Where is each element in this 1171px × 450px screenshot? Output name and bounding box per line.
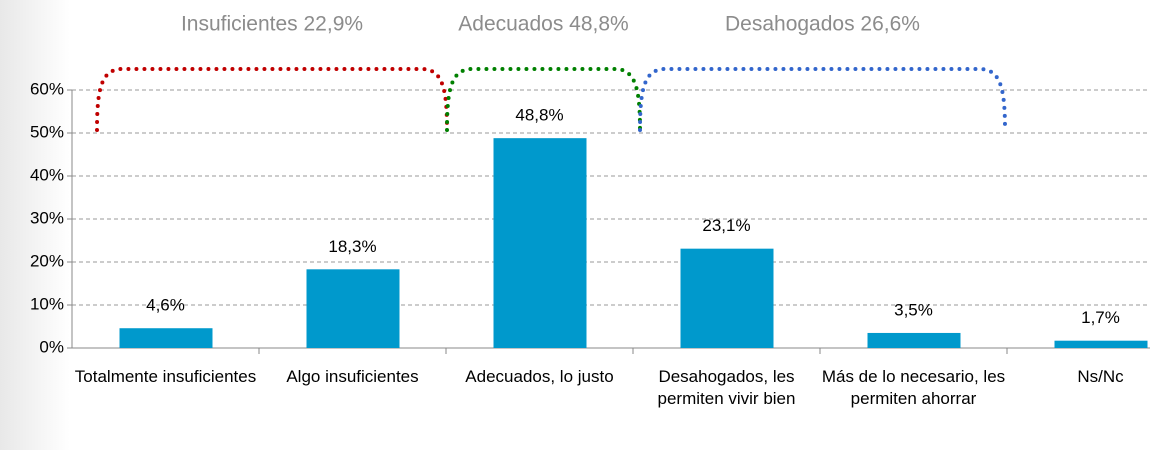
group-label: Desahogados 26,6% (725, 13, 920, 36)
x-tick-label-box: Desahogados, les permiten vivir bien (657, 367, 796, 408)
y-tick-label: 20% (30, 251, 64, 270)
y-tick-label: 50% (30, 122, 64, 141)
value-label: 48,8% (515, 106, 563, 125)
group-label: Adecuados 48,8% (458, 13, 628, 36)
bar (306, 269, 400, 348)
group-bracket (95, 67, 449, 132)
x-tick-label-box: Ns/Nc (1077, 367, 1124, 386)
y-tick-label: 60% (30, 79, 64, 98)
value-label: 3,5% (894, 300, 933, 319)
x-tick-label: Ns/Nc (1077, 367, 1124, 386)
x-tick-label: Desahogados, les permiten vivir bien (657, 367, 796, 408)
x-tick-label-box: Algo insuficientes (286, 367, 419, 386)
x-tick-label-box: Más de lo necesario, les permiten ahorra… (821, 367, 1006, 408)
bar (1054, 340, 1148, 348)
x-tick-label: Algo insuficientes (286, 367, 419, 386)
x-tick-label: Adecuados, lo justo (465, 367, 614, 386)
y-tick-label: 40% (30, 165, 64, 184)
group-label: Insuficientes 22,9% (181, 13, 363, 36)
group-bracket (638, 67, 1007, 132)
value-label: 1,7% (1081, 308, 1120, 327)
value-label: 18,3% (328, 237, 376, 256)
y-tick-label: 10% (30, 294, 64, 313)
bar (493, 138, 587, 348)
bar (119, 328, 213, 348)
bar (680, 248, 774, 348)
x-tick-label-box: Adecuados, lo justo (465, 367, 614, 386)
bar (867, 332, 961, 348)
y-tick-label: 0% (39, 337, 64, 356)
value-label: 4,6% (146, 296, 185, 315)
value-label: 23,1% (702, 216, 750, 235)
x-tick-label: Más de lo necesario, les permiten ahorra… (821, 367, 1006, 408)
y-tick-label: 30% (30, 208, 64, 227)
x-tick-label-box: Totalmente insuficientes (74, 367, 257, 386)
group-bracket (445, 67, 642, 132)
x-tick-label: Totalmente insuficientes (74, 367, 257, 386)
